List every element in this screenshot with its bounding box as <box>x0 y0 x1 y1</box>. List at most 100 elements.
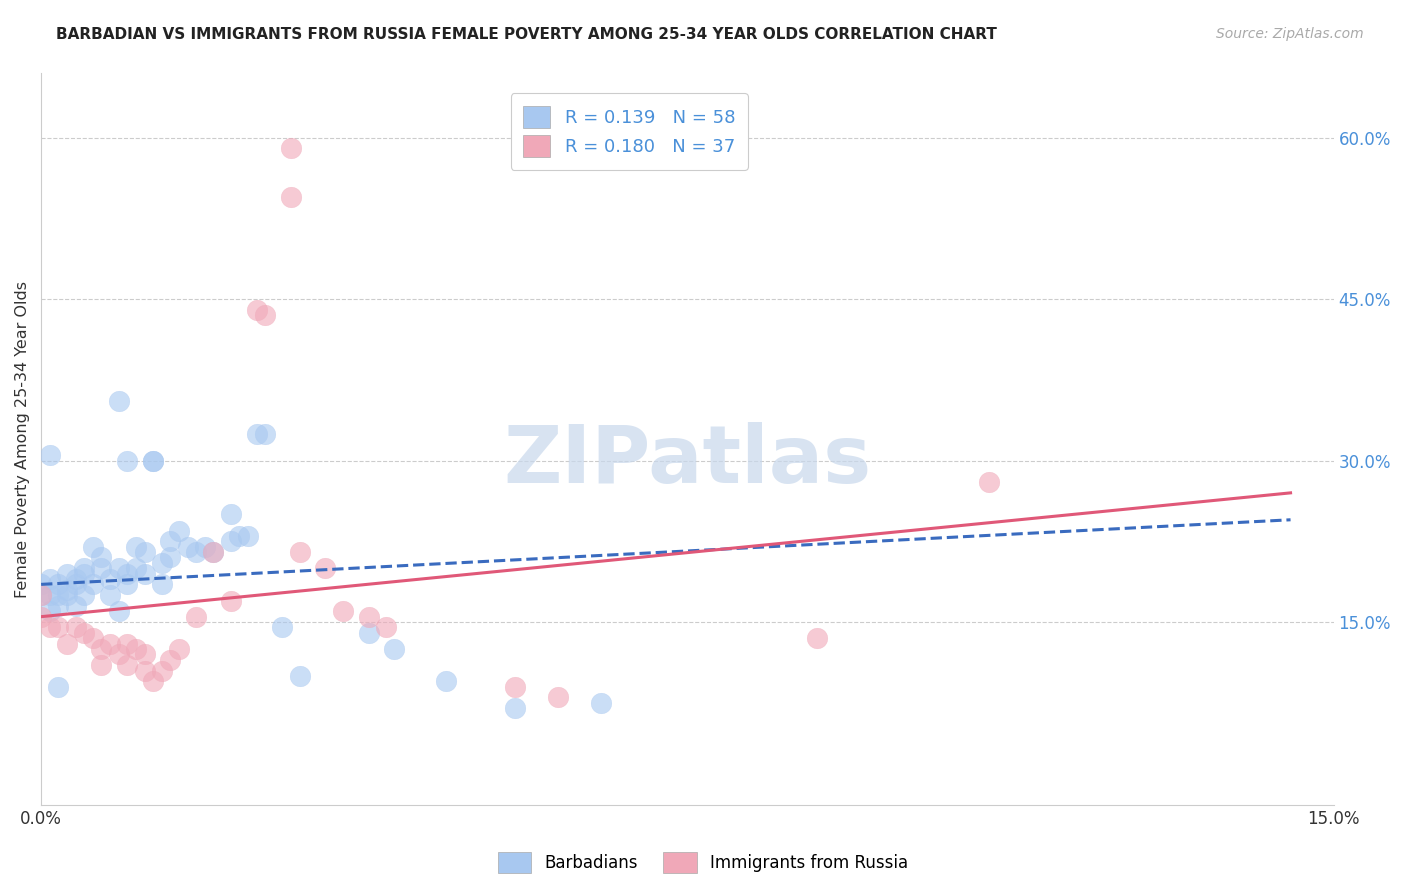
Point <box>254 426 277 441</box>
Point <box>107 648 129 662</box>
Point <box>107 394 129 409</box>
Point <box>82 631 104 645</box>
Point <box>46 620 69 634</box>
Point <box>288 669 311 683</box>
Point <box>56 566 79 581</box>
Point <box>82 540 104 554</box>
Point <box>117 658 139 673</box>
Point <box>245 302 267 317</box>
Point <box>98 572 121 586</box>
Point <box>271 620 294 634</box>
Point <box>314 561 336 575</box>
Point <box>142 674 165 689</box>
Point <box>46 577 69 591</box>
Point <box>384 642 406 657</box>
Point <box>150 664 173 678</box>
Point <box>219 593 242 607</box>
Point <box>142 453 165 467</box>
Point <box>591 696 613 710</box>
Point <box>434 674 457 689</box>
Point <box>65 620 87 634</box>
Point <box>202 545 225 559</box>
Point <box>219 508 242 522</box>
Point <box>56 588 79 602</box>
Point <box>134 648 156 662</box>
Point <box>332 604 354 618</box>
Y-axis label: Female Poverty Among 25-34 Year Olds: Female Poverty Among 25-34 Year Olds <box>15 280 30 598</box>
Point <box>65 577 87 591</box>
Point <box>503 680 526 694</box>
Point <box>65 599 87 613</box>
Point <box>30 588 52 602</box>
Point <box>134 664 156 678</box>
Point <box>150 577 173 591</box>
Point <box>357 609 380 624</box>
Point <box>228 529 250 543</box>
Point <box>125 642 148 657</box>
Point <box>176 540 198 554</box>
Point <box>374 620 396 634</box>
Point <box>90 550 112 565</box>
Text: BARBADIAN VS IMMIGRANTS FROM RUSSIA FEMALE POVERTY AMONG 25-34 YEAR OLDS CORRELA: BARBADIAN VS IMMIGRANTS FROM RUSSIA FEMA… <box>56 27 997 42</box>
Point <box>142 453 165 467</box>
Point <box>38 604 60 618</box>
Point <box>38 620 60 634</box>
Point <box>46 599 69 613</box>
Point <box>107 561 129 575</box>
Point <box>90 642 112 657</box>
Point <box>117 577 139 591</box>
Point <box>117 453 139 467</box>
Point <box>150 556 173 570</box>
Point <box>73 588 96 602</box>
Point <box>236 529 259 543</box>
Point <box>117 637 139 651</box>
Point <box>30 577 52 591</box>
Point <box>167 524 190 538</box>
Point <box>46 680 69 694</box>
Point <box>107 604 129 618</box>
Point <box>46 588 69 602</box>
Point <box>254 308 277 322</box>
Point <box>134 566 156 581</box>
Point <box>280 141 302 155</box>
Point <box>56 637 79 651</box>
Point <box>90 658 112 673</box>
Point <box>186 609 208 624</box>
Point <box>245 426 267 441</box>
Point <box>125 561 148 575</box>
Point <box>65 572 87 586</box>
Point <box>73 625 96 640</box>
Legend: Barbadians, Immigrants from Russia: Barbadians, Immigrants from Russia <box>491 846 915 880</box>
Point <box>73 566 96 581</box>
Point <box>186 545 208 559</box>
Point <box>117 566 139 581</box>
Point <box>98 637 121 651</box>
Point <box>73 561 96 575</box>
Point <box>56 582 79 597</box>
Point <box>167 642 190 657</box>
Point <box>194 540 217 554</box>
Point <box>125 540 148 554</box>
Point <box>159 534 181 549</box>
Text: ZIPatlas: ZIPatlas <box>503 422 872 500</box>
Point <box>202 545 225 559</box>
Point <box>280 190 302 204</box>
Point <box>90 561 112 575</box>
Point <box>219 534 242 549</box>
Point <box>159 550 181 565</box>
Point <box>98 588 121 602</box>
Point <box>30 609 52 624</box>
Point <box>38 572 60 586</box>
Point <box>134 545 156 559</box>
Point <box>30 588 52 602</box>
Point <box>806 631 828 645</box>
Point <box>357 625 380 640</box>
Point <box>547 690 569 705</box>
Point <box>288 545 311 559</box>
Point <box>977 475 1000 489</box>
Point <box>503 701 526 715</box>
Legend: R = 0.139   N = 58, R = 0.180   N = 37: R = 0.139 N = 58, R = 0.180 N = 37 <box>510 93 748 169</box>
Text: Source: ZipAtlas.com: Source: ZipAtlas.com <box>1216 27 1364 41</box>
Point <box>38 448 60 462</box>
Point <box>159 653 181 667</box>
